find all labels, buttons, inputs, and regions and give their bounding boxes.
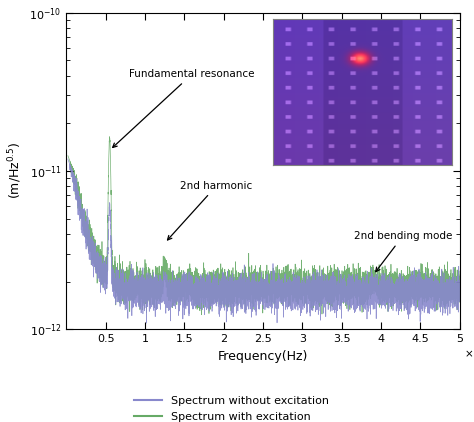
- Legend: Spectrum without excitation, Spectrum with excitation: Spectrum without excitation, Spectrum wi…: [130, 392, 333, 422]
- Text: 2nd bending mode: 2nd bending mode: [354, 231, 452, 272]
- Y-axis label: (m/Hz$^{0.5}$): (m/Hz$^{0.5}$): [6, 142, 24, 200]
- Text: Fundamental resonance: Fundamental resonance: [113, 69, 255, 147]
- X-axis label: Frequency(Hz): Frequency(Hz): [218, 349, 308, 362]
- Text: $\times10^4$: $\times10^4$: [464, 346, 474, 360]
- Text: 2nd harmonic: 2nd harmonic: [167, 181, 253, 240]
